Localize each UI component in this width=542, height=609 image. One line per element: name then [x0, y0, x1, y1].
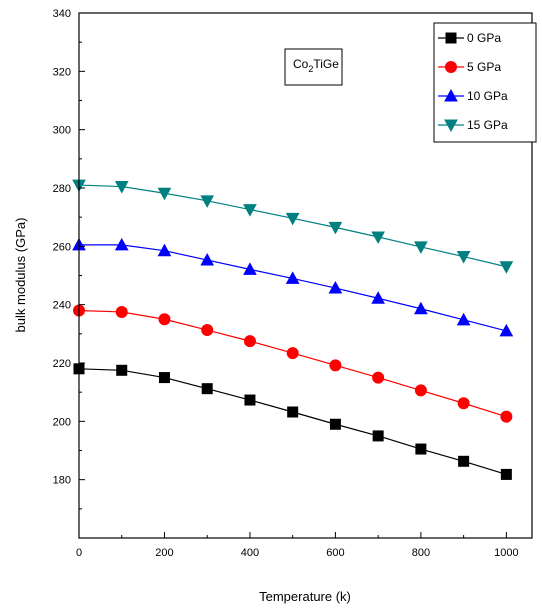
x-tick-label: 400	[241, 547, 259, 559]
y-tick-label: 200	[53, 416, 71, 428]
compound-annotation: Co2TiGe	[284, 48, 343, 86]
data-point	[499, 261, 514, 274]
data-point	[201, 324, 214, 337]
series-line	[78, 184, 507, 268]
compound-label-box	[284, 48, 343, 86]
data-point	[329, 418, 341, 430]
data-point	[414, 301, 428, 315]
y-tick-label: 240	[53, 300, 71, 312]
data-point	[200, 252, 215, 266]
legend-marker	[444, 88, 458, 102]
legend-label: 10 GPa	[467, 89, 508, 103]
y-tick-label: 340	[53, 8, 71, 20]
data-point	[287, 406, 299, 418]
legend-label: 15 GPa	[467, 118, 508, 132]
x-tick-label: 0	[76, 547, 82, 559]
y-tick-label: 260	[53, 241, 71, 253]
series-line	[78, 368, 507, 475]
data-point	[457, 397, 470, 410]
legend: 0 GPa 5 GPa 10 GPa 15 GPa	[433, 22, 537, 143]
legend-marker	[444, 119, 458, 133]
y-tick-label: 220	[53, 358, 71, 370]
data-point	[458, 455, 470, 467]
data-point	[243, 262, 257, 275]
y-axis-title: bulk modulus (GPa)	[13, 218, 28, 333]
data-point	[415, 443, 427, 455]
data-point	[414, 241, 428, 254]
x-tick-label: 1000	[494, 547, 518, 559]
axis-ticks: 180 200 220 240 260 280 300 320 340 0 200 400 600 800…	[53, 8, 519, 559]
x-tick-label: 800	[412, 547, 430, 559]
data-point	[201, 383, 213, 395]
x-tick-label: 600	[326, 547, 344, 559]
data-point	[114, 237, 129, 251]
data-point	[285, 271, 300, 284]
data-point	[371, 231, 385, 245]
data-point	[158, 313, 171, 326]
data-point	[114, 181, 129, 194]
data-point	[285, 212, 300, 226]
data-point	[115, 305, 128, 318]
data-point	[244, 394, 256, 406]
series-line	[78, 309, 507, 418]
legend-label: 0 GPa	[467, 31, 501, 45]
data-point	[158, 372, 170, 384]
data-point	[371, 291, 385, 304]
y-tick-label: 180	[53, 475, 71, 487]
y-tick-label: 280	[53, 183, 71, 195]
data-point	[372, 430, 384, 442]
data-point	[116, 364, 128, 376]
data-point	[456, 312, 471, 326]
data-point	[456, 251, 471, 264]
series-line	[79, 244, 507, 332]
data-point	[243, 335, 256, 348]
y-tick-label: 320	[53, 66, 71, 78]
data-point	[328, 280, 343, 294]
data-point	[243, 204, 257, 217]
legend-label: 5 GPa	[467, 60, 501, 74]
data-point	[414, 384, 427, 397]
y-tick-label: 300	[53, 125, 71, 137]
data-point	[372, 371, 385, 384]
data-point	[157, 187, 172, 201]
data-point	[286, 347, 299, 360]
data-point	[200, 195, 215, 208]
data-point	[500, 410, 513, 423]
data-point	[329, 359, 342, 372]
data-point	[499, 323, 514, 337]
legend-marker	[445, 32, 457, 44]
x-tick-label: 200	[155, 547, 173, 559]
data-point	[500, 468, 512, 480]
data-point	[157, 243, 172, 257]
x-axis-title: Temperature (k)	[259, 589, 351, 604]
plot-marks	[72, 179, 514, 480]
legend-marker	[445, 61, 457, 73]
data-point	[328, 221, 343, 235]
compound-label: Co2TiGe	[293, 57, 339, 74]
